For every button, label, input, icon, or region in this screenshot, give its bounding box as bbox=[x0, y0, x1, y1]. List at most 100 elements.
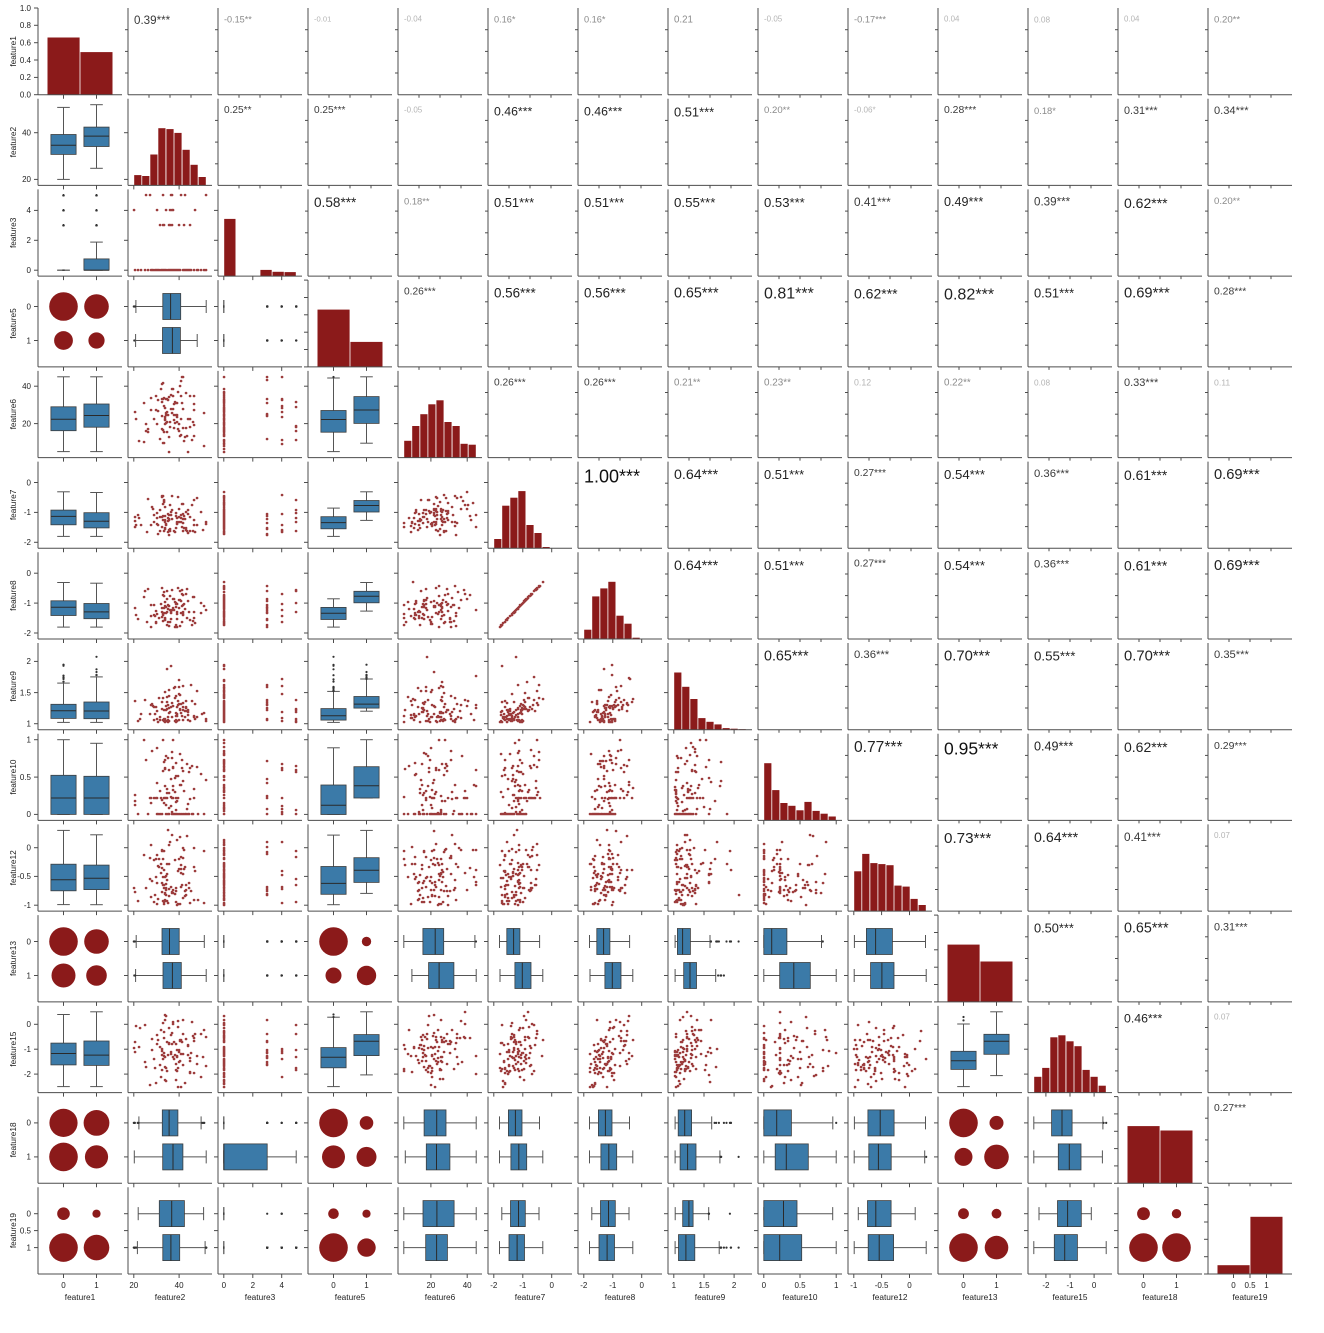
svg-text:0.70***: 0.70*** bbox=[1124, 649, 1170, 665]
svg-text:0: 0 bbox=[27, 844, 32, 853]
svg-text:1: 1 bbox=[27, 336, 32, 345]
svg-text:0.49***: 0.49*** bbox=[944, 195, 983, 209]
svg-text:feature12: feature12 bbox=[872, 1292, 907, 1302]
svg-text:-1: -1 bbox=[24, 508, 32, 517]
svg-text:1: 1 bbox=[364, 1281, 369, 1290]
svg-text:0.51***: 0.51*** bbox=[764, 467, 804, 482]
svg-text:0: 0 bbox=[27, 1210, 32, 1219]
svg-text:0.5: 0.5 bbox=[20, 773, 32, 782]
svg-text:40: 40 bbox=[22, 129, 31, 138]
svg-text:0.64***: 0.64*** bbox=[674, 558, 719, 574]
svg-text:20: 20 bbox=[22, 175, 31, 184]
svg-text:-1: -1 bbox=[24, 599, 32, 608]
svg-text:1: 1 bbox=[834, 1281, 839, 1290]
svg-text:0: 0 bbox=[27, 266, 32, 275]
svg-text:0.95***: 0.95*** bbox=[944, 738, 999, 758]
svg-text:0.51***: 0.51*** bbox=[494, 195, 534, 210]
svg-text:1: 1 bbox=[994, 1281, 999, 1290]
svg-text:feature6: feature6 bbox=[8, 399, 18, 430]
svg-text:0.18*: 0.18* bbox=[1034, 105, 1056, 116]
svg-text:0.16*: 0.16* bbox=[584, 14, 606, 24]
svg-text:0.51***: 0.51*** bbox=[674, 104, 714, 119]
svg-text:0: 0 bbox=[27, 302, 32, 311]
svg-text:-0.5: -0.5 bbox=[875, 1281, 889, 1290]
svg-text:0.8: 0.8 bbox=[20, 21, 32, 30]
svg-text:0.41***: 0.41*** bbox=[1124, 830, 1161, 844]
svg-text:0.51***: 0.51*** bbox=[764, 558, 804, 573]
svg-text:0.46***: 0.46*** bbox=[584, 104, 623, 118]
svg-text:0.0: 0.0 bbox=[20, 91, 32, 100]
svg-text:0: 0 bbox=[27, 569, 32, 578]
svg-text:feature19: feature19 bbox=[1232, 1292, 1267, 1302]
svg-text:1: 1 bbox=[1264, 1281, 1269, 1290]
svg-text:0.5: 0.5 bbox=[20, 1226, 32, 1235]
svg-text:0.51***: 0.51*** bbox=[584, 195, 624, 210]
svg-text:0.55***: 0.55*** bbox=[1034, 649, 1075, 664]
svg-text:0: 0 bbox=[1092, 1281, 1097, 1290]
svg-text:0.6: 0.6 bbox=[20, 39, 32, 48]
svg-text:feature1: feature1 bbox=[8, 36, 18, 67]
svg-text:0.31***: 0.31*** bbox=[1214, 921, 1248, 933]
svg-text:-1: -1 bbox=[519, 1281, 527, 1290]
svg-text:feature3: feature3 bbox=[245, 1292, 276, 1302]
svg-text:0: 0 bbox=[27, 1020, 32, 1029]
svg-text:0.51***: 0.51*** bbox=[1034, 286, 1074, 301]
svg-text:0.69***: 0.69*** bbox=[1214, 558, 1260, 574]
svg-text:-2: -2 bbox=[580, 1281, 588, 1290]
svg-text:0.54***: 0.54*** bbox=[944, 467, 985, 482]
svg-text:0.07: 0.07 bbox=[1214, 831, 1230, 840]
svg-text:1.00***: 1.00*** bbox=[584, 466, 640, 486]
svg-text:-0.06*: -0.06* bbox=[854, 105, 876, 114]
svg-text:0.39***: 0.39*** bbox=[1034, 195, 1071, 208]
svg-text:feature15: feature15 bbox=[1052, 1292, 1087, 1302]
svg-text:2: 2 bbox=[732, 1281, 737, 1290]
svg-text:0.62***: 0.62*** bbox=[854, 286, 898, 302]
svg-text:0.33***: 0.33*** bbox=[1124, 377, 1159, 389]
svg-text:-1: -1 bbox=[609, 1281, 617, 1290]
svg-text:40: 40 bbox=[22, 382, 31, 391]
svg-text:0.21**: 0.21** bbox=[674, 377, 701, 388]
svg-text:1: 1 bbox=[27, 1243, 32, 1252]
svg-text:0.18**: 0.18** bbox=[404, 196, 430, 207]
svg-text:-1: -1 bbox=[850, 1281, 858, 1290]
svg-text:20: 20 bbox=[426, 1281, 435, 1290]
svg-text:0: 0 bbox=[639, 1281, 644, 1290]
svg-text:0.62***: 0.62*** bbox=[1124, 739, 1168, 755]
svg-text:-0.05: -0.05 bbox=[404, 105, 423, 114]
svg-text:1.5: 1.5 bbox=[20, 688, 32, 697]
svg-text:1: 1 bbox=[672, 1281, 677, 1290]
svg-text:0.11: 0.11 bbox=[1214, 377, 1230, 387]
svg-text:1: 1 bbox=[27, 720, 32, 729]
svg-text:0.53***: 0.53*** bbox=[764, 195, 805, 210]
svg-text:1: 1 bbox=[27, 971, 32, 980]
svg-text:0.65***: 0.65*** bbox=[674, 286, 719, 302]
svg-text:0.16*: 0.16* bbox=[494, 14, 516, 24]
svg-text:feature6: feature6 bbox=[425, 1292, 456, 1302]
svg-text:feature9: feature9 bbox=[8, 671, 18, 702]
svg-text:0.49***: 0.49*** bbox=[1034, 739, 1073, 753]
svg-text:feature7: feature7 bbox=[515, 1292, 546, 1302]
svg-text:0.07: 0.07 bbox=[1214, 1012, 1230, 1021]
svg-text:-0.01: -0.01 bbox=[314, 15, 331, 24]
svg-text:feature5: feature5 bbox=[8, 308, 18, 339]
svg-text:feature19: feature19 bbox=[8, 1213, 18, 1248]
svg-text:0.21: 0.21 bbox=[674, 14, 693, 25]
svg-text:2: 2 bbox=[27, 657, 32, 666]
svg-text:0.77***: 0.77*** bbox=[854, 739, 903, 756]
svg-text:0: 0 bbox=[27, 1119, 32, 1128]
svg-text:feature12: feature12 bbox=[8, 850, 18, 885]
svg-text:0.08: 0.08 bbox=[1034, 14, 1051, 24]
svg-text:1: 1 bbox=[27, 736, 32, 745]
svg-text:0.65***: 0.65*** bbox=[764, 649, 809, 665]
svg-text:0.5: 0.5 bbox=[1244, 1281, 1256, 1290]
svg-text:feature8: feature8 bbox=[8, 580, 18, 611]
svg-text:0.2: 0.2 bbox=[20, 73, 32, 82]
svg-text:0: 0 bbox=[762, 1281, 767, 1290]
svg-text:-2: -2 bbox=[24, 629, 32, 638]
svg-text:-1: -1 bbox=[1066, 1281, 1074, 1290]
svg-text:0.25**: 0.25** bbox=[224, 105, 252, 116]
svg-text:0.25***: 0.25*** bbox=[314, 105, 346, 116]
svg-text:0.27***: 0.27*** bbox=[1214, 1103, 1246, 1114]
svg-text:0.12: 0.12 bbox=[854, 377, 871, 387]
svg-text:0.81***: 0.81*** bbox=[764, 286, 814, 303]
